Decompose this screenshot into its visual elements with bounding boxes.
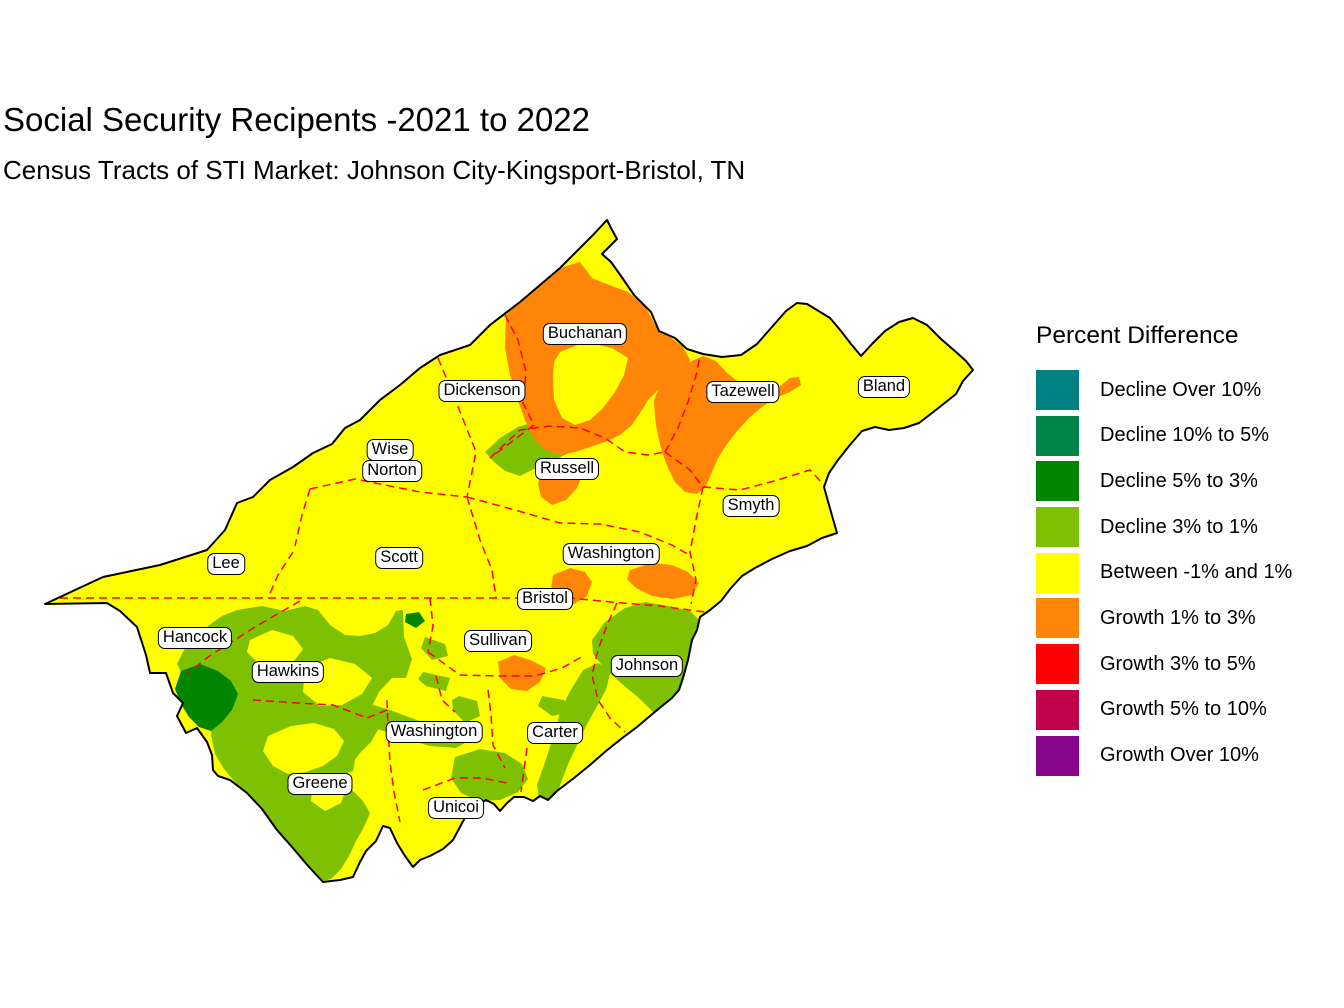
legend-item-label: Decline Over 10% — [1100, 378, 1262, 401]
legend-swatch — [1036, 461, 1079, 502]
legend-swatch — [1036, 552, 1079, 593]
county-label-smyth: Smyth — [722, 495, 780, 517]
legend-item: Decline Over 10% — [1036, 370, 1336, 410]
legend-item: Growth Over 10% — [1036, 735, 1336, 776]
county-label-tazewell: Tazewell — [706, 381, 780, 403]
legend-item-label: Growth Over 10% — [1100, 744, 1259, 766]
legend-item-label: Between -1% and 1% — [1100, 561, 1293, 584]
county-label-norton: Norton — [362, 460, 422, 482]
county-label-carter: Carter — [527, 722, 583, 744]
county-label-bland: Bland — [857, 376, 911, 398]
legend-title: Percent Difference — [1036, 322, 1239, 349]
page-title: Social Security Recipents -2021 to 2022 — [3, 101, 591, 138]
county-label-dickenson: Dickenson — [438, 380, 526, 402]
legend-item: Growth 5% to 10% — [1036, 689, 1336, 730]
legend-item-label: Decline 3% to 1% — [1100, 515, 1258, 538]
tracts-decline-5-3 — [175, 612, 425, 731]
legend-item: Growth 1% to 3% — [1036, 598, 1336, 639]
legend-item-label: Growth 3% to 5% — [1100, 652, 1256, 675]
county-label-russell: Russell — [534, 458, 600, 480]
county-label-sullivan: Sullivan — [464, 630, 532, 652]
county-label-washington: Washington — [385, 721, 483, 743]
legend-swatch — [1036, 415, 1079, 456]
legend-item: Decline 10% to 5% — [1036, 415, 1336, 456]
county-label-greene: Greene — [287, 773, 353, 795]
county-boundaries — [60, 314, 824, 823]
legend-item: Between -1% and 1% — [1036, 552, 1336, 593]
county-label-lee: Lee — [207, 553, 245, 575]
legend-swatch — [1036, 598, 1079, 639]
page-subtitle: Census Tracts of STI Market: Johnson Cit… — [3, 155, 746, 185]
region-outline — [44, 219, 974, 883]
legend-items: Decline Over 10% Decline 10% to 5% Decline… — [1036, 370, 1336, 776]
county-label-buchanan: Buchanan — [542, 323, 628, 345]
legend-item-label: Growth 5% to 10% — [1100, 698, 1267, 721]
legend-item: Growth 3% to 5% — [1036, 644, 1336, 685]
county-label-johnson: Johnson — [610, 655, 684, 677]
legend-item: Decline 3% to 1% — [1036, 507, 1336, 548]
county-label-wise: Wise — [366, 439, 414, 461]
legend-item-label: Decline 10% to 5% — [1100, 424, 1269, 447]
legend-swatch — [1036, 735, 1079, 776]
county-label-hancock: Hancock — [157, 627, 233, 649]
county-label-scott: Scott — [375, 547, 423, 569]
legend-item: Decline 5% to 3% — [1036, 461, 1336, 502]
county-label-washington: Washington — [562, 543, 660, 565]
county-label-unicoi: Unicoi — [428, 797, 484, 819]
legend-swatch — [1036, 689, 1079, 730]
legend-item-label: Decline 5% to 3% — [1100, 469, 1258, 492]
legend-swatch — [1036, 370, 1079, 410]
county-label-hawkins: Hawkins — [251, 661, 325, 683]
legend-swatch — [1036, 507, 1079, 548]
legend-swatch — [1036, 644, 1079, 685]
legend: Percent Difference Decline Over 10% Decli… — [1036, 322, 1336, 781]
county-label-bristol: Bristol — [517, 588, 573, 610]
legend-item-label: Growth 1% to 3% — [1100, 606, 1256, 629]
